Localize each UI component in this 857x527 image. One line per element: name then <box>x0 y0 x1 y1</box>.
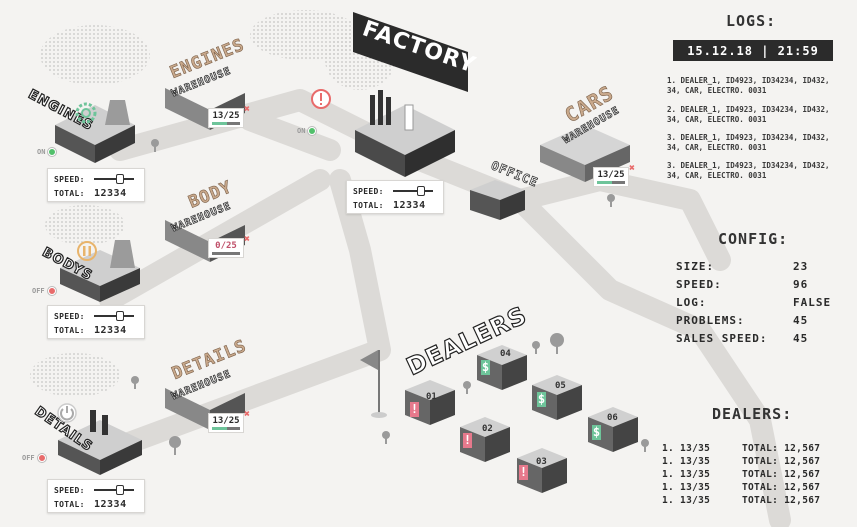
config-row-size: SIZE: 23 <box>676 260 809 273</box>
cars-warehouse-badge[interactable]: 13/25 ✖ <box>593 163 635 187</box>
close-icon[interactable]: ✖ <box>243 104 250 115</box>
details-warehouse-badge[interactable]: 13/25 ✖ <box>208 409 250 433</box>
details-speed-slider[interactable] <box>94 485 134 495</box>
close-icon[interactable]: ✖ <box>628 163 635 174</box>
slider-knob[interactable] <box>417 186 425 196</box>
details-status-text: OFF <box>22 454 35 462</box>
config-row-sales-speed: SALES SPEED: 45 <box>676 332 809 345</box>
log-entry: 3. DEALER_1, ID4923, ID34234, ID432, 34,… <box>667 133 830 152</box>
bodys-speed-slider[interactable] <box>94 311 134 321</box>
factory-sign <box>353 12 468 92</box>
status-on-dot <box>308 127 317 135</box>
pause-icon[interactable] <box>76 240 98 262</box>
total-label: TOTAL: <box>54 188 85 198</box>
cars-warehouse[interactable] <box>535 120 635 185</box>
log-entry: 3. DEALER_1, ID4923, ID34234, ID432, 34,… <box>667 161 830 180</box>
dealer-building-01[interactable] <box>400 375 460 430</box>
factory-building[interactable] <box>330 85 470 180</box>
dealer-03-warning: ! <box>519 465 528 480</box>
dealer-row: 1. 13/35 TOTAL: 12,567 <box>662 456 821 467</box>
status-on-dot <box>48 148 57 156</box>
speed-label: SPEED: <box>353 186 384 196</box>
dealer-03-number: 03 <box>536 457 547 467</box>
engines-warehouse-badge[interactable]: 13/25 ✖ <box>208 104 250 128</box>
total-label: TOTAL: <box>353 200 384 210</box>
dealer-04-sales: $ <box>481 360 490 375</box>
bodys-control-card: SPEED: TOTAL: 12334 <box>47 305 145 339</box>
dealer-02-warning: ! <box>463 433 472 448</box>
status-off-dot <box>47 287 56 295</box>
dealer-row: 1. 13/35 TOTAL: 12,567 <box>662 469 821 480</box>
engines-warehouse-count: 13/25 <box>212 111 240 121</box>
factory-control-card: SPEED: TOTAL: 12334 <box>346 180 444 214</box>
factory-total: 12334 <box>393 199 426 211</box>
slider-knob[interactable] <box>116 174 124 184</box>
factory-status-text: ON <box>297 127 306 135</box>
config-row-problems: PROBLEMS: 45 <box>676 314 809 327</box>
total-label: TOTAL: <box>54 325 85 335</box>
dealer-row: 1. 13/35 TOTAL: 12,567 <box>662 482 821 493</box>
speed-label: SPEED: <box>54 485 85 495</box>
bodys-plant[interactable] <box>50 240 160 305</box>
dealers-title: DEALERS: <box>712 405 793 423</box>
details-control-card: SPEED: TOTAL: 12334 <box>47 479 145 513</box>
bodys-total: 12334 <box>94 324 127 336</box>
dealer-row: 1. 13/35 TOTAL: 12,567 <box>662 443 821 454</box>
dealer-building-02[interactable] <box>455 412 515 467</box>
config-row-speed: SPEED: 96 <box>676 278 809 291</box>
dealer-01-number: 01 <box>426 392 437 402</box>
engines-status-text: ON <box>37 148 46 156</box>
dealer-05-sales: $ <box>537 392 546 407</box>
alert-icon[interactable] <box>310 88 332 110</box>
slider-knob[interactable] <box>116 311 124 321</box>
total-label: TOTAL: <box>54 499 85 509</box>
logs-datetime: 15.12.18 | 21:59 <box>673 40 833 61</box>
engines-plant[interactable] <box>40 95 150 165</box>
flag-icon <box>360 350 387 418</box>
speed-label: SPEED: <box>54 311 85 321</box>
dealer-02-number: 02 <box>482 424 493 434</box>
dealer-building-05[interactable] <box>527 370 587 425</box>
close-icon[interactable]: ✖ <box>243 409 250 420</box>
details-plant[interactable] <box>50 405 160 475</box>
speed-label: SPEED: <box>54 174 85 184</box>
dealer-06-sales: $ <box>592 425 601 440</box>
dealer-06-number: 06 <box>607 413 618 423</box>
config-row-log: LOG: FALSE <box>676 296 832 309</box>
details-total: 12334 <box>94 498 127 510</box>
dealer-01-warning: ! <box>410 402 419 417</box>
status-off-dot <box>37 454 46 462</box>
cars-warehouse-count: 13/25 <box>597 170 625 180</box>
log-entry: 1. DEALER_1, ID4923, ID34234, ID432, 34,… <box>667 76 830 95</box>
logs-title: LOGS: <box>726 12 777 30</box>
bodys-status[interactable]: OFF <box>32 287 56 295</box>
office-building[interactable] <box>465 175 530 225</box>
factory-speed-slider[interactable] <box>393 186 433 196</box>
dealer-building-03[interactable] <box>512 443 572 498</box>
bodys-status-text: OFF <box>32 287 45 295</box>
body-warehouse-badge[interactable]: 0/25 ✖ <box>208 234 250 258</box>
factory-status[interactable]: ON <box>297 127 317 135</box>
dealer-04-number: 04 <box>500 349 511 359</box>
details-status[interactable]: OFF <box>22 454 46 462</box>
engines-speed-slider[interactable] <box>94 174 134 184</box>
config-title: CONFIG: <box>718 230 789 248</box>
power-icon[interactable] <box>56 402 78 424</box>
log-entry: 2. DEALER_1, ID4923, ID34234, ID432, 34,… <box>667 105 830 124</box>
gear-icon[interactable] <box>75 102 97 124</box>
close-icon[interactable]: ✖ <box>243 234 250 245</box>
body-warehouse-count: 0/25 <box>215 241 237 251</box>
slider-knob[interactable] <box>116 485 124 495</box>
engines-total: 12334 <box>94 187 127 199</box>
engines-control-card: SPEED: TOTAL: 12334 <box>47 168 145 202</box>
dealer-05-number: 05 <box>555 381 566 391</box>
engines-status[interactable]: ON <box>37 148 57 156</box>
details-warehouse-count: 13/25 <box>212 416 240 426</box>
dealer-row: 1. 13/35 TOTAL: 12,567 <box>662 495 821 506</box>
